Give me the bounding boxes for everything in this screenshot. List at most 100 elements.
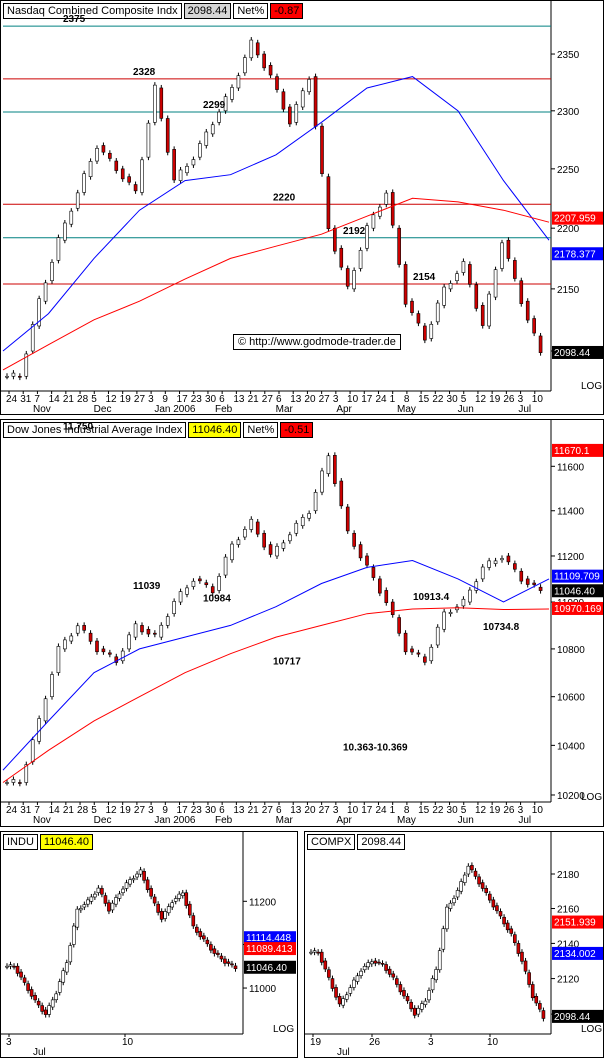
x-tick-label: 13 bbox=[290, 805, 302, 816]
x-tick-label: 3 bbox=[333, 394, 339, 405]
x-tick-label: 24 bbox=[6, 394, 18, 405]
candle-body bbox=[43, 1009, 48, 1015]
candle-body bbox=[43, 698, 48, 722]
candle-body bbox=[177, 893, 182, 899]
candle-body bbox=[191, 915, 196, 927]
x-month-label: May bbox=[397, 404, 416, 414]
candle-body bbox=[455, 273, 459, 282]
x-tick-label: 12 bbox=[475, 394, 487, 405]
x-tick-label: 5 bbox=[461, 805, 467, 816]
x-tick-label: 13 bbox=[233, 805, 245, 816]
candle-body bbox=[300, 90, 305, 108]
x-month-label: Jul bbox=[33, 1047, 46, 1057]
x-tick-label: 19 bbox=[489, 805, 501, 816]
candle-body bbox=[369, 961, 374, 965]
x-tick-label: 3 bbox=[148, 805, 154, 816]
candle-body bbox=[429, 323, 434, 339]
candle-body bbox=[216, 952, 220, 955]
candle-body bbox=[461, 598, 466, 607]
candle-body bbox=[487, 293, 491, 327]
nasdaq-chart-panel[interactable]: Nasdaq Combined Composite Indx 2098.44 N… bbox=[0, 0, 604, 415]
x-tick-label: 17 bbox=[177, 394, 189, 405]
candle-body bbox=[313, 492, 318, 512]
candle-body bbox=[71, 925, 76, 945]
compx-header: COMPX 2098.44 bbox=[307, 834, 407, 850]
candle-body bbox=[180, 892, 185, 896]
candle-body bbox=[233, 965, 238, 970]
net-value: -0.51 bbox=[280, 422, 314, 438]
candle-body bbox=[330, 978, 335, 989]
indu-chart-panel[interactable]: INDU 11046.40 110001110011200LOG11114.44… bbox=[0, 831, 298, 1058]
moving-average-line bbox=[2, 197, 550, 371]
x-tick-label: 7 bbox=[34, 394, 40, 405]
candle-body bbox=[202, 935, 206, 940]
candle-body bbox=[5, 375, 9, 378]
candle-body bbox=[410, 648, 414, 653]
candle-body bbox=[359, 970, 363, 976]
x-tick-label: 9 bbox=[162, 805, 168, 816]
candle-body bbox=[96, 887, 101, 894]
candle-body bbox=[131, 878, 136, 881]
compx-chart-panel[interactable]: COMPX 2098.44 21002120214021602180LOG215… bbox=[304, 831, 604, 1058]
candle-body bbox=[219, 955, 224, 960]
nasdaq-plot[interactable]: 210021502200225023002350LOG2207.9592178.… bbox=[1, 1, 603, 414]
candle-body bbox=[135, 873, 139, 878]
candle-body bbox=[100, 888, 104, 895]
candle-body bbox=[398, 984, 403, 993]
dow-chart-panel[interactable]: Dow Jones Industrial Average Index 11046… bbox=[0, 419, 604, 827]
candle-body bbox=[312, 950, 317, 953]
candle-body bbox=[493, 560, 498, 564]
candle-body bbox=[75, 192, 80, 209]
x-month-label: Mar bbox=[276, 815, 294, 826]
price-tag bbox=[552, 345, 603, 359]
candle-body bbox=[416, 652, 421, 655]
y-tick-label: 2300 bbox=[557, 107, 580, 118]
candle-body bbox=[50, 674, 54, 697]
dow-plot[interactable]: 1020010400106001080011000112001140011600… bbox=[1, 420, 603, 826]
annotation-label: 10734.8 bbox=[483, 622, 520, 633]
candle-body bbox=[320, 470, 324, 493]
compx-plot[interactable]: 21002120214021602180LOG2151.9392134.0022… bbox=[305, 832, 603, 1057]
candle-body bbox=[117, 893, 122, 899]
candle-body bbox=[333, 227, 337, 252]
candle-body bbox=[185, 587, 189, 595]
candle-body bbox=[93, 893, 97, 898]
y-tick-label: 2350 bbox=[557, 50, 580, 61]
candle-body bbox=[288, 106, 292, 125]
price-tag bbox=[244, 931, 296, 945]
annotation-label: 2220 bbox=[273, 192, 296, 203]
candle-body bbox=[114, 897, 118, 905]
candle-body bbox=[355, 975, 360, 982]
candle-body bbox=[320, 125, 324, 175]
candle-body bbox=[519, 280, 524, 304]
candle-body bbox=[371, 214, 376, 229]
x-tick-label: 30 bbox=[205, 805, 217, 816]
price-tag-label: 2151.939 bbox=[554, 918, 596, 929]
candle-body bbox=[480, 566, 485, 580]
x-month-label: Mar bbox=[276, 404, 294, 414]
annotation-label: 10984 bbox=[203, 594, 231, 605]
x-tick-label: 17 bbox=[177, 805, 189, 816]
last-price: 2098.44 bbox=[183, 3, 232, 19]
candle-body bbox=[541, 1010, 546, 1019]
nasdaq-header: Nasdaq Combined Composite Indx 2098.44 N… bbox=[3, 3, 305, 19]
annotation-label: 10.363-10.369 bbox=[343, 742, 408, 753]
candle-body bbox=[191, 580, 196, 587]
indu-plot[interactable]: 110001110011200LOG11114.44811089.4131104… bbox=[1, 832, 297, 1057]
x-tick-label: 21 bbox=[248, 805, 260, 816]
candle-body bbox=[24, 764, 29, 783]
candle-body bbox=[423, 1000, 428, 1005]
candle-body bbox=[423, 325, 427, 341]
candle-body bbox=[409, 1001, 413, 1010]
candle-body bbox=[217, 111, 221, 123]
x-tick-label: 30 bbox=[447, 394, 459, 405]
candle-body bbox=[68, 945, 73, 963]
candle-body bbox=[420, 1003, 424, 1010]
candle-body bbox=[416, 313, 421, 324]
x-month-label: Jun bbox=[458, 815, 474, 826]
candle-body bbox=[268, 64, 273, 76]
candle-body bbox=[307, 513, 311, 519]
price-tag bbox=[552, 443, 603, 457]
x-tick-label: 21 bbox=[63, 394, 75, 405]
chart-title: Dow Jones Industrial Average Index bbox=[3, 422, 187, 438]
